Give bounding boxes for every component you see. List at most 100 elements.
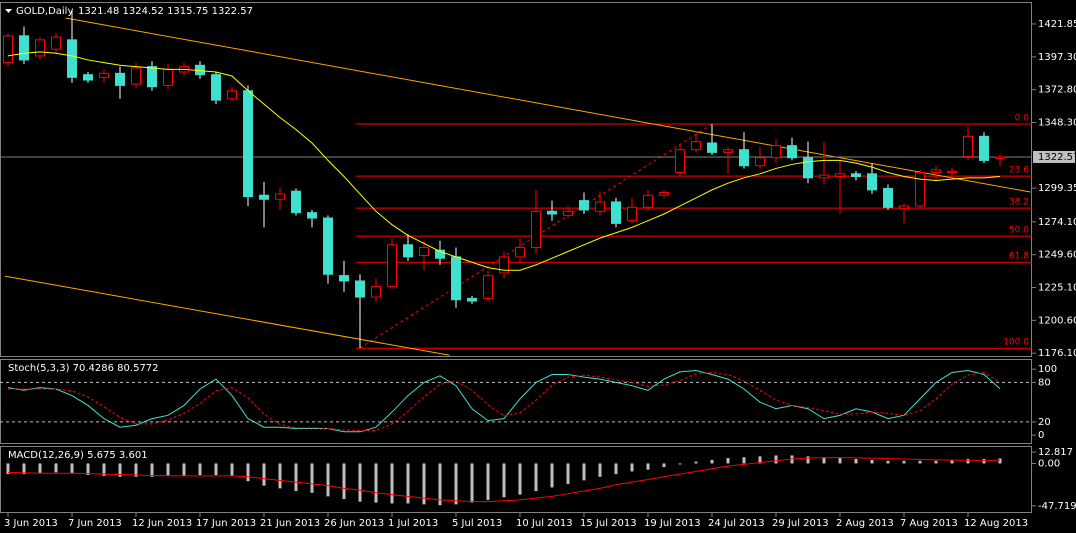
- menu-triangle[interactable]: [5, 9, 12, 13]
- macd-bar: [678, 463, 682, 465]
- macd-title: MACD(12,26,9) 5.675 3.601: [8, 450, 148, 461]
- macd-bar: [38, 463, 42, 474]
- candle-body: [883, 188, 893, 208]
- macd-panel: [0, 446, 1032, 513]
- price-panel: [0, 2, 1032, 357]
- candle-body: [995, 156, 1005, 159]
- candle-body: [675, 149, 685, 173]
- ohlc-readout: 1321.48 1324.52 1315.75 1322.57: [78, 6, 253, 17]
- candle-body: [307, 212, 317, 219]
- y-tick-label: -47.719: [1038, 501, 1076, 512]
- macd-bar: [854, 459, 858, 464]
- macd-bar: [822, 457, 826, 464]
- candle-body: [515, 246, 525, 258]
- y-tick-label: 80: [1038, 377, 1051, 388]
- fib-label: 38.2: [1009, 198, 1029, 208]
- macd-bar: [214, 463, 218, 476]
- macd-bar: [598, 463, 602, 477]
- macd-bar: [742, 457, 746, 464]
- candle-body: [227, 90, 237, 100]
- y-tick-label: 1200.60: [1038, 315, 1076, 326]
- macd-bar: [230, 463, 234, 476]
- moving-average: [7, 51, 1001, 271]
- macd-bar: [166, 463, 170, 476]
- candle-body: [483, 275, 493, 299]
- candle-body: [163, 68, 173, 86]
- candle-body: [627, 206, 637, 222]
- x-tick-label: 2 Aug 2013: [836, 518, 894, 529]
- y-tick-label: 1274.10: [1038, 217, 1076, 228]
- candle-body: [83, 74, 93, 81]
- fib-label: 23.6: [1009, 166, 1029, 176]
- y-tick-label: 1372.80: [1038, 85, 1076, 96]
- candle-body: [419, 246, 429, 257]
- macd-bar: [998, 458, 1002, 464]
- candle-body: [451, 256, 461, 301]
- x-tick-label: 7 Jun 2013: [68, 518, 122, 529]
- macd-bar: [6, 463, 10, 475]
- fib-label: 100.0: [1003, 338, 1029, 348]
- macd-bar: [758, 456, 762, 464]
- macd-bar: [806, 456, 810, 464]
- macd-bar: [54, 463, 58, 473]
- candle-body: [147, 66, 157, 88]
- macd-bar: [662, 463, 666, 468]
- macd-bar: [646, 463, 650, 470]
- candle-body: [739, 149, 749, 167]
- candle-body: [387, 244, 397, 287]
- candle-body: [259, 194, 269, 200]
- y-tick-label: 12.817: [1038, 447, 1073, 458]
- last-price-box: [1033, 150, 1075, 163]
- macd-bar: [310, 463, 314, 493]
- macd-bar: [966, 459, 970, 464]
- candle-body: [707, 142, 717, 153]
- macd-bar: [422, 463, 426, 505]
- stoch-panel: [0, 359, 1032, 444]
- candle-body: [931, 169, 941, 173]
- candle-body: [3, 35, 13, 64]
- last-price-label: 1322.57: [1038, 152, 1076, 163]
- macd-bar: [182, 463, 186, 476]
- candle-body: [67, 39, 77, 78]
- candle-body: [99, 72, 109, 78]
- candle-body: [339, 275, 349, 282]
- macd-bar: [566, 463, 570, 484]
- candle-body: [35, 39, 45, 57]
- candle-body: [355, 280, 365, 298]
- macd-bar: [326, 463, 330, 497]
- macd-bar: [614, 463, 618, 475]
- candle-body: [51, 36, 61, 50]
- x-tick-label: 19 Jul 2013: [644, 518, 701, 529]
- macd-bar: [870, 459, 874, 464]
- candle-body: [19, 35, 29, 61]
- macd-bar: [694, 461, 698, 464]
- y-tick-label: 1397.30: [1038, 52, 1076, 63]
- macd-bar: [86, 463, 90, 476]
- candle-body: [499, 256, 509, 274]
- x-tick-label: 7 Aug 2013: [900, 518, 958, 529]
- candle-body: [323, 217, 333, 275]
- candle-body: [403, 244, 413, 258]
- y-tick-label: 1421.85: [1038, 19, 1076, 30]
- macd-bar: [726, 458, 730, 464]
- x-tick-label: 29 Jul 2013: [772, 518, 829, 529]
- candle-body: [691, 141, 701, 151]
- candle-body: [835, 173, 845, 177]
- macd-bar: [342, 463, 346, 500]
- fib-label: 0.0: [1015, 113, 1030, 123]
- candle-body: [243, 90, 253, 198]
- macd-bar: [406, 463, 410, 504]
- stoch-line: [7, 370, 1001, 433]
- macd-bar: [262, 463, 266, 486]
- macd-bar: [582, 463, 586, 481]
- macd-bar: [438, 463, 442, 506]
- macd-bar: [134, 463, 138, 477]
- candle-body: [291, 190, 301, 214]
- candle-body: [899, 205, 909, 210]
- candle-body: [947, 170, 957, 173]
- macd-bar: [886, 460, 890, 464]
- macd-bar: [390, 463, 394, 504]
- y-tick-label: 0.00: [1038, 458, 1060, 469]
